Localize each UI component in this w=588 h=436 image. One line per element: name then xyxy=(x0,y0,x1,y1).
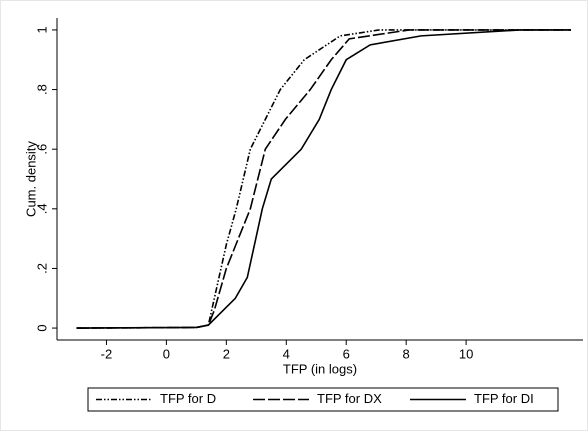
x-tick-label: 0 xyxy=(163,346,170,361)
legend-label: TFP for D xyxy=(160,391,216,406)
legend-label: TFP for DI xyxy=(474,391,534,406)
x-tick-label: 10 xyxy=(459,346,473,361)
x-axis-label: TFP (in logs) xyxy=(283,361,357,376)
x-tick-label: 8 xyxy=(403,346,410,361)
y-tick-label: .8 xyxy=(34,84,49,95)
series-line xyxy=(76,29,572,329)
x-tick-label: 4 xyxy=(283,346,290,361)
series-line xyxy=(76,29,572,329)
y-tick-label: 0 xyxy=(34,324,49,331)
legend-box xyxy=(87,387,559,412)
y-tick-label: 1 xyxy=(34,26,49,33)
x-tick-label: -2 xyxy=(101,346,113,361)
y-tick-label: .2 xyxy=(34,263,49,274)
y-tick-label: .4 xyxy=(34,203,49,214)
y-tick-label: .6 xyxy=(34,144,49,155)
x-tick-label: 2 xyxy=(223,346,230,361)
legend-label: TFP for DX xyxy=(317,391,382,406)
series-line xyxy=(76,29,572,329)
y-axis-label: Cum. density xyxy=(23,141,38,217)
x-tick-label: 6 xyxy=(343,346,350,361)
